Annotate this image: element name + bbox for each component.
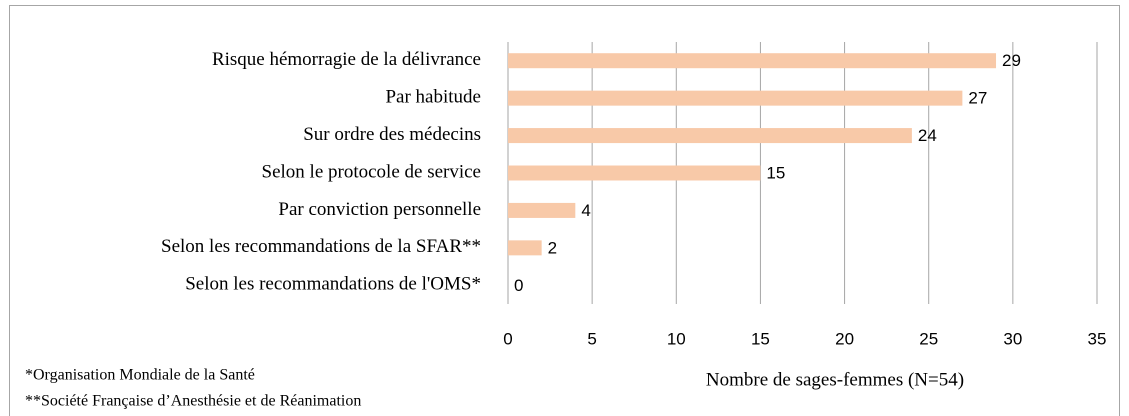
y-tick-label: Selon les recommandations de la SFAR** [161,236,481,257]
value-label: 29 [1002,51,1021,70]
bar [508,128,912,144]
value-label: 4 [581,201,590,220]
value-label: 15 [766,163,785,182]
chart-frame [9,5,1120,416]
x-tick-label: 35 [1088,329,1107,348]
y-tick-label: Par conviction personnelle [278,199,481,220]
y-tick-label: Par habitude [385,87,481,108]
x-axis-title: Nombre de sages-femmes (N=54) [706,369,964,390]
value-label: 24 [918,126,937,145]
y-tick-label: Selon les recommandations de l'OMS* [185,274,481,295]
x-tick-label: 15 [751,329,770,348]
value-label: 0 [514,276,523,295]
bar [508,90,963,106]
x-tick-label: 30 [1003,329,1022,348]
x-tick-label: 5 [587,329,596,348]
x-tick-label: 10 [667,329,686,348]
bar [508,202,576,218]
footnote: **Société Française d’Anesthésie et de R… [25,393,361,410]
value-label: 27 [968,89,987,108]
value-label: 2 [548,238,557,257]
bar [508,165,761,181]
y-tick-label: Risque hémorragie de la délivrance [212,49,481,70]
x-tick-label: 25 [919,329,938,348]
x-tick-label: 0 [503,329,512,348]
footnote: *Organisation Mondiale de la Santé [25,367,255,384]
x-tick-label: 20 [835,329,854,348]
bar [508,240,542,256]
y-tick-label: Selon le protocole de service [262,161,481,182]
y-tick-label: Sur ordre des médecins [303,124,481,145]
bar [508,53,997,69]
